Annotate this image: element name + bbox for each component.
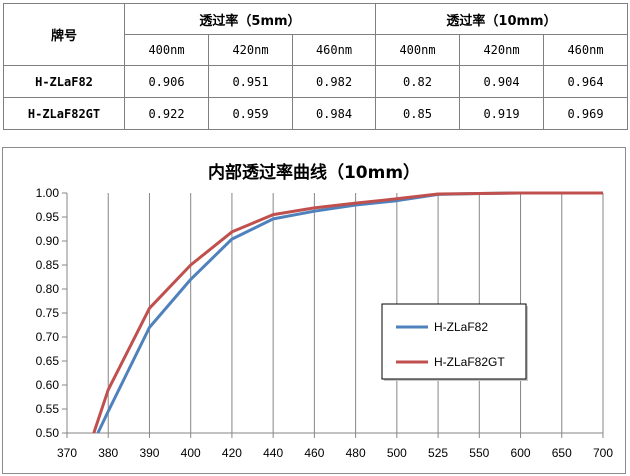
series-line: [92, 191, 603, 434]
x-tick-label: 550: [469, 446, 489, 460]
chart-frame: 内部透过率曲线（10mm） 370 380 390 400 420 440 460 480 50…: [2, 147, 626, 474]
wavelength-header: 460nm: [543, 34, 628, 66]
y-tick-label: 0.70: [36, 330, 60, 344]
value-cell: 0.919: [459, 97, 544, 130]
group-header-5mm: 透过率（5mm）: [124, 3, 376, 35]
value-cell: 0.982: [292, 65, 376, 98]
wavelength-header: 420nm: [208, 34, 293, 66]
value-cell: 0.922: [124, 97, 209, 130]
value-cell: 0.904: [459, 65, 544, 98]
y-tick-label: 0.85: [36, 258, 60, 272]
y-tick-label: 1.00: [36, 186, 60, 200]
wavelength-header: 400nm: [375, 34, 460, 66]
value-cell: 0.969: [543, 97, 628, 130]
table-row: H-ZLaF82GT 0.922 0.959 0.984 0.85 0.919 …: [3, 97, 628, 130]
grade-cell: H-ZLaF82GT: [3, 97, 125, 130]
x-tick-label: 600: [511, 446, 531, 460]
x-tick-label: 460: [304, 446, 324, 460]
y-tick-label: 0.50: [36, 426, 60, 440]
x-tick-label: 440: [263, 446, 283, 460]
y-tick-label: 0.65: [36, 354, 60, 368]
legend-box: [381, 303, 527, 380]
x-tick-label: 525: [428, 446, 448, 460]
grade-cell: H-ZLaF82: [3, 65, 125, 98]
legend-label: H-ZLaF82: [434, 320, 488, 334]
x-tick-label: 500: [387, 446, 407, 460]
x-tick-label: 700: [593, 446, 613, 460]
axis-layer: 370 380 390 400 420 440 460 480 500 525 550 600 650 7…: [36, 186, 614, 460]
legend-label: H-ZLaF82GT: [434, 355, 505, 369]
y-tick-label: 0.95: [36, 210, 60, 224]
value-cell: 0.951: [208, 65, 293, 98]
transmittance-table: 牌号 透过率（5mm） 透过率（10mm） 400nm 420nm 460nm …: [3, 3, 628, 130]
transmittance-chart: 内部透过率曲线（10mm） 370 380 390 400 420 440 460 480 50…: [36, 162, 614, 460]
x-tick-label: 650: [552, 446, 572, 460]
y-tick-label: 0.55: [36, 402, 60, 416]
group-header-10mm: 透过率（10mm）: [375, 3, 628, 35]
grid-layer: [66, 193, 604, 433]
table-row: H-ZLaF82 0.906 0.951 0.982 0.82 0.904 0.…: [3, 65, 628, 98]
y-tick-label: 0.60: [36, 378, 60, 392]
chart-title: 内部透过率曲线（10mm）: [208, 162, 420, 183]
y-tick-label: 0.75: [36, 306, 60, 320]
y-tick-label: 0.80: [36, 282, 60, 296]
value-cell: 0.906: [124, 65, 209, 98]
wavelength-header: 460nm: [292, 34, 376, 66]
value-cell: 0.85: [375, 97, 460, 130]
x-tick-label: 420: [222, 446, 242, 460]
wavelength-header: 420nm: [459, 34, 544, 66]
y-tick-label: 0.90: [36, 234, 60, 248]
value-cell: 0.959: [208, 97, 293, 130]
legend: H-ZLaF82 H-ZLaF82GT: [381, 303, 528, 381]
value-cell: 0.82: [375, 65, 460, 98]
value-cell: 0.984: [292, 97, 376, 130]
value-cell: 0.964: [543, 65, 628, 98]
x-tick-label: 380: [98, 446, 118, 460]
x-tick-label: 400: [181, 446, 201, 460]
wavelength-header: 400nm: [124, 34, 209, 66]
grade-header: 牌号: [3, 3, 125, 66]
x-tick-label: 480: [346, 446, 366, 460]
series-layer: [92, 191, 603, 434]
x-tick-label: 370: [57, 446, 77, 460]
x-tick-label: 390: [139, 446, 159, 460]
